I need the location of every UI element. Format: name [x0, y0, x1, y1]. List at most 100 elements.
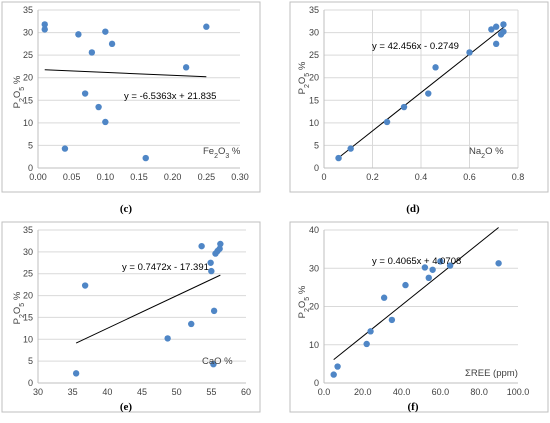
data-point — [188, 320, 195, 328]
y-tick-label: 5 — [28, 356, 33, 366]
y-tick-label: 35 — [23, 225, 33, 235]
chart-panel-c: 0 5 10 15 20 25 30 35 0.00 0.05 0.10 0.15 0.20 0.25 0.… — [1, 1, 261, 215]
panel-caption: (c) — [120, 203, 133, 215]
data-point — [446, 262, 454, 269]
data-point — [330, 371, 337, 378]
data-point — [380, 294, 388, 301]
x-tick-label: 0.00 — [29, 172, 47, 182]
y-tick-label: 15 — [309, 95, 319, 105]
data-point — [437, 258, 444, 265]
y-tick-label: 15 — [23, 312, 33, 322]
data-point — [210, 361, 217, 368]
panel-caption: (d) — [406, 203, 420, 215]
y-tick-label: 10 — [309, 340, 319, 350]
regression-equation: y = 0.7472x - 17.391 — [122, 262, 209, 273]
y-tick-label: 5 — [28, 140, 33, 150]
y-tick-label: 30 — [23, 247, 33, 257]
data-point — [500, 28, 507, 35]
panel-caption: (e) — [120, 401, 133, 413]
y-tick-label: 20 — [23, 73, 33, 83]
data-point — [208, 267, 215, 275]
data-point — [421, 264, 429, 271]
data-point — [81, 90, 89, 97]
x-tick-label: 0.05 — [63, 172, 81, 182]
trendline — [75, 274, 221, 344]
data-point — [102, 118, 109, 126]
x-tick-label: 50 — [172, 387, 182, 397]
y-tick-label: 0 — [314, 163, 319, 173]
x-tick-label: 0.15 — [130, 172, 148, 182]
y-tick-label: 10 — [309, 118, 319, 128]
y-tick-label: 0 — [28, 378, 33, 388]
y-tick-label: 0 — [28, 163, 33, 173]
data-point — [198, 242, 205, 250]
data-point — [182, 64, 190, 71]
chart-panel-f: 0 10 20 30 40 0.0 20.0 40.0 60.0 80.0 100.0 y = 0.4… — [289, 221, 549, 413]
data-point — [210, 307, 218, 315]
y-tick-label: 20 — [309, 73, 319, 83]
x-tick-label: 80.0 — [470, 387, 488, 397]
data-point — [347, 145, 354, 152]
y-tick-label: 35 — [23, 5, 33, 15]
x-tick-label: 0.8 — [512, 172, 525, 182]
x-axis-title: Na2O % — [469, 146, 504, 160]
x-tick-label: 20.0 — [354, 387, 372, 397]
panel-frame — [289, 221, 549, 413]
trendline — [338, 25, 507, 159]
x-tick-label: 0.30 — [231, 172, 249, 182]
trendline — [44, 69, 207, 78]
y-axis-title: P2O5 % — [12, 291, 26, 324]
data-point — [164, 335, 171, 342]
regression-equation: y = 42.456x - 0.2749 — [372, 41, 459, 52]
x-tick-label: 0.0 — [318, 387, 331, 397]
x-tick-label: 60.0 — [432, 387, 450, 397]
x-tick-label: 0.4 — [415, 172, 428, 182]
data-point — [400, 103, 408, 111]
y-tick-label: 25 — [23, 269, 33, 279]
data-point — [102, 28, 109, 35]
x-tick-label: 35 — [68, 387, 78, 397]
panel-frame — [1, 1, 261, 193]
trendline — [333, 227, 499, 361]
x-tick-label: 0 — [321, 172, 326, 182]
data-point — [466, 49, 473, 56]
y-axis-title: P2O5 % — [297, 285, 311, 318]
data-point — [207, 259, 214, 266]
data-point — [492, 23, 500, 30]
data-point — [429, 266, 436, 273]
data-point — [41, 26, 48, 33]
data-point — [367, 328, 374, 335]
panel-caption: (f) — [408, 401, 419, 413]
y-tick-label: 10 — [23, 118, 33, 128]
x-tick-label: 60 — [241, 387, 251, 397]
data-point — [203, 23, 210, 30]
y-tick-label: 30 — [23, 28, 33, 38]
data-point — [108, 40, 116, 48]
x-tick-label: 55 — [206, 387, 216, 397]
chart-panel-e: 0 5 10 15 20 25 30 35 30 35 40 45 50 55 60 y = 0.7472x … — [1, 221, 261, 413]
data-point — [432, 64, 439, 71]
y-axis-title: P2O5 % — [297, 61, 311, 94]
regression-equation: y = -6.5363x + 21.835 — [124, 91, 216, 102]
data-point — [500, 21, 507, 28]
x-tick-label: 0.10 — [97, 172, 115, 182]
x-axis-title: CaO % — [202, 356, 233, 367]
data-point — [41, 21, 48, 28]
data-point — [388, 316, 396, 324]
data-point — [363, 340, 370, 348]
data-point — [488, 26, 495, 33]
y-tick-label: 25 — [23, 50, 33, 60]
data-point — [72, 370, 80, 377]
data-point — [142, 154, 149, 162]
y-tick-label: 30 — [309, 28, 319, 38]
data-point — [425, 274, 432, 282]
x-tick-label: 0.25 — [198, 172, 216, 182]
y-tick-label: 5 — [314, 140, 319, 150]
data-point — [217, 240, 224, 248]
y-tick-label: 35 — [309, 5, 319, 15]
data-point — [334, 363, 341, 370]
data-point — [75, 31, 82, 38]
y-tick-label: 15 — [23, 95, 33, 105]
x-tick-label: 100.0 — [507, 387, 530, 397]
x-tick-label: 0.2 — [366, 172, 379, 182]
